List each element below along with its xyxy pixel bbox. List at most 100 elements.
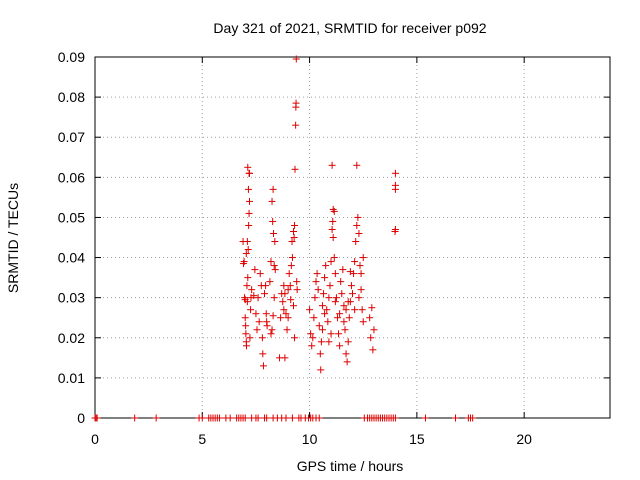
- data-point: [335, 330, 343, 338]
- data-point: [369, 346, 377, 354]
- axis-ticks: [94, 56, 610, 419]
- data-point: [293, 286, 301, 294]
- data-point: [328, 225, 336, 233]
- data-point: [318, 326, 326, 334]
- x-tick-label: 0: [91, 431, 99, 447]
- data-point: [270, 229, 278, 237]
- data-point: [340, 302, 348, 310]
- data-point: [291, 221, 299, 229]
- data-point: [329, 217, 337, 225]
- data-point: [270, 294, 278, 302]
- data-point: [243, 282, 251, 290]
- data-point: [317, 366, 325, 374]
- data-point: [331, 298, 339, 306]
- data-point-zero: [226, 414, 234, 422]
- data-point: [267, 330, 275, 338]
- data-point-zero: [288, 414, 296, 422]
- data-point-zero: [391, 414, 399, 422]
- data-point-zero: [282, 414, 290, 422]
- data-point: [343, 358, 351, 366]
- data-point: [351, 258, 359, 266]
- data-point: [279, 298, 287, 306]
- data-point: [308, 342, 316, 350]
- data-point: [244, 163, 252, 171]
- data-point-zero: [469, 414, 477, 422]
- data-point: [287, 262, 295, 270]
- data-point: [314, 286, 322, 294]
- data-point: [345, 314, 353, 322]
- chart-title: Day 321 of 2021, SRMTID for receiver p09…: [213, 20, 486, 36]
- data-point: [368, 304, 376, 312]
- data-point: [332, 294, 340, 302]
- data-point: [262, 310, 270, 318]
- data-point: [292, 55, 300, 63]
- data-point: [323, 306, 331, 314]
- data-point: [330, 254, 338, 262]
- data-point: [286, 282, 294, 290]
- data-point: [312, 278, 320, 286]
- data-point: [359, 318, 367, 326]
- data-point-zero: [315, 414, 323, 422]
- data-point: [293, 278, 301, 286]
- x-tick-label: 20: [516, 431, 532, 447]
- data-point: [269, 185, 277, 193]
- data-point: [253, 326, 261, 334]
- data-point-zero: [421, 414, 429, 422]
- data-point: [357, 286, 365, 294]
- data-point: [282, 310, 290, 318]
- data-point: [357, 270, 365, 278]
- data-point: [248, 286, 256, 294]
- data-point: [289, 227, 297, 235]
- data-point: [341, 326, 349, 334]
- data-point: [346, 268, 354, 276]
- data-point: [288, 254, 296, 262]
- data-point: [262, 282, 270, 290]
- data-point: [339, 266, 347, 274]
- data-point: [281, 354, 289, 362]
- data-point: [315, 322, 323, 330]
- y-tick-label: 0.02: [58, 330, 85, 346]
- data-point: [243, 298, 251, 306]
- data-point: [244, 185, 252, 193]
- data-point: [259, 350, 267, 358]
- data-point: [318, 302, 326, 310]
- data-point: [244, 274, 252, 282]
- data-point: [336, 342, 344, 350]
- data-point-zero: [263, 414, 271, 422]
- data-point: [353, 161, 361, 169]
- data-point-zero: [241, 414, 249, 422]
- y-tick-label: 0.01: [58, 370, 85, 386]
- data-point: [267, 258, 275, 266]
- y-tick-label: 0.08: [58, 89, 85, 105]
- data-point: [259, 362, 267, 370]
- data-point: [261, 290, 269, 298]
- data-point: [242, 342, 250, 350]
- data-point: [391, 185, 399, 193]
- data-point: [289, 302, 297, 310]
- data-point: [366, 314, 374, 322]
- plot-frame: [94, 56, 611, 419]
- data-point: [320, 290, 328, 298]
- data-point: [245, 221, 253, 229]
- data-point: [316, 350, 324, 358]
- data-point-zero: [131, 414, 139, 422]
- data-point: [327, 258, 335, 266]
- data-point: [250, 292, 258, 300]
- data-point: [266, 278, 274, 286]
- data-point: [317, 338, 325, 346]
- data-point: [351, 306, 359, 314]
- x-tick-label: 15: [409, 431, 425, 447]
- data-point: [358, 306, 366, 314]
- data-point: [242, 322, 250, 330]
- data-point: [292, 121, 300, 129]
- data-point: [337, 278, 345, 286]
- data-point: [258, 334, 266, 342]
- data-point: [280, 282, 288, 290]
- data-point: [330, 207, 338, 215]
- data-point: [277, 314, 285, 322]
- data-point: [270, 262, 278, 270]
- data-point: [328, 161, 336, 169]
- data-point: [240, 258, 248, 266]
- data-point: [291, 334, 299, 342]
- data-point: [263, 322, 271, 330]
